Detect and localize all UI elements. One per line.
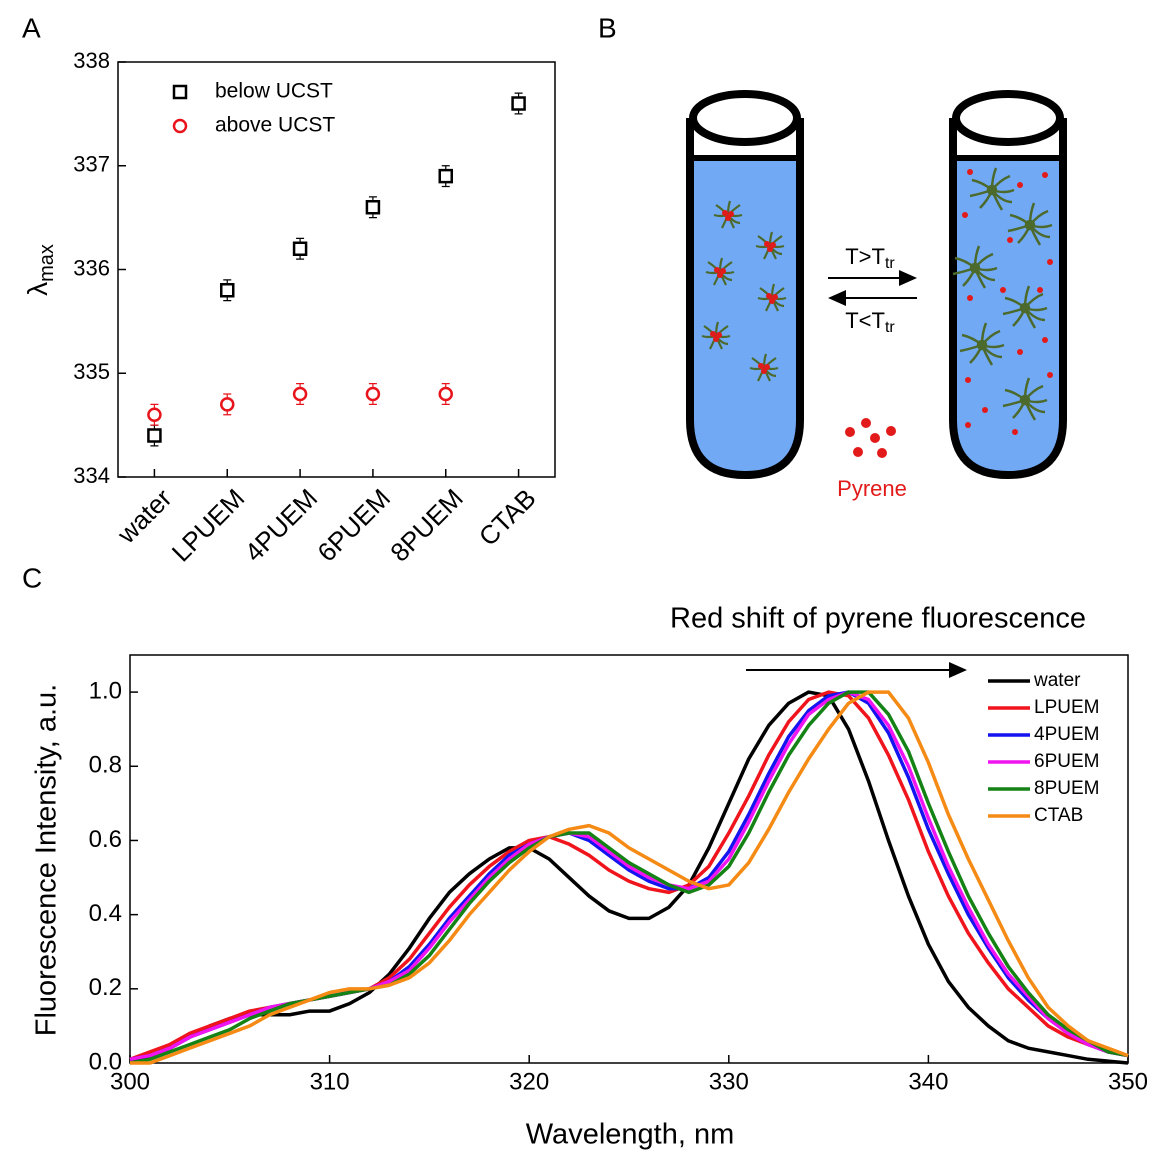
arrow-label: T>Ttr xyxy=(845,244,895,272)
legend-label: 6PUEM xyxy=(1034,751,1099,772)
legend-label: 4PUEM xyxy=(1034,724,1099,745)
liquid xyxy=(690,158,800,475)
marker xyxy=(438,168,453,184)
x-tick-label: 4PUEM xyxy=(239,483,324,568)
y-tick-label: 0.0 xyxy=(89,1048,122,1075)
marker xyxy=(220,283,235,298)
marker xyxy=(365,386,381,402)
x-tick-label: 340 xyxy=(908,1068,948,1095)
marker xyxy=(147,407,162,422)
legend-label: 8PUEM xyxy=(1034,778,1099,799)
chart-title: Red shift of pyrene fluorescence xyxy=(670,603,1086,635)
x-tick-label: 300 xyxy=(110,1068,150,1095)
legend-marker xyxy=(172,84,188,100)
y-tick-label: 334 xyxy=(73,463,110,488)
y-tick-label: 335 xyxy=(73,359,110,384)
x-tick-label: water xyxy=(111,483,178,550)
x-tick-label: 310 xyxy=(310,1068,350,1095)
marker xyxy=(292,241,308,256)
x-axis-label: Wavelength, nm xyxy=(526,1119,734,1151)
plot-frame xyxy=(129,654,1129,1064)
marker xyxy=(220,397,235,412)
line xyxy=(129,690,1129,1065)
legend-label: LPUEM xyxy=(1034,697,1099,718)
panel-label: C xyxy=(22,562,42,593)
pyrene-label: Pyrene xyxy=(837,476,907,501)
tube-rim xyxy=(689,90,801,146)
diagram: T>Ttr T<Ttr Pyrene xyxy=(686,90,1067,501)
y-tick-label: 337 xyxy=(73,152,110,177)
y-tick-label: 1.0 xyxy=(89,677,122,704)
tube xyxy=(949,118,1067,480)
x-tick-label: CTAB xyxy=(473,483,542,552)
panel-label: B xyxy=(598,12,617,43)
y-tick-label: 0.6 xyxy=(89,826,122,853)
x-tick-label: 350 xyxy=(1108,1068,1148,1095)
x-tick-label: 8PUEM xyxy=(384,483,469,568)
marker xyxy=(147,428,162,443)
line xyxy=(129,690,1129,1065)
y-axis-label: Fluorescence Intensity, a.u. xyxy=(31,684,63,1036)
marker xyxy=(292,386,308,402)
legend-label: above UCST xyxy=(215,114,335,137)
y-tick-label: 0.8 xyxy=(89,752,122,779)
x-tick-label: 330 xyxy=(709,1068,749,1095)
legend-label: water xyxy=(1033,670,1081,691)
panel-label: A xyxy=(22,12,41,43)
y-axis-label: λmax xyxy=(22,244,58,296)
y-tick-label: 0.4 xyxy=(89,900,122,927)
marker xyxy=(511,96,526,111)
x-tick-label: LPUEM xyxy=(166,483,251,568)
y-tick-label: 338 xyxy=(73,48,110,73)
y-tick-label: 336 xyxy=(73,255,110,280)
x-tick-label: 320 xyxy=(509,1068,549,1095)
marker xyxy=(438,386,453,402)
legend-label: below UCST xyxy=(215,80,333,103)
marker xyxy=(365,200,381,215)
line xyxy=(130,690,1129,1065)
y-tick-label: 0.2 xyxy=(89,974,122,1001)
tube xyxy=(686,118,804,480)
pyrene-dots xyxy=(845,418,896,458)
legend-label: CTAB xyxy=(1034,805,1083,826)
x-tick-label: 6PUEM xyxy=(311,483,396,568)
arrow-label: T<Ttr xyxy=(845,308,895,336)
tube-rim xyxy=(952,90,1064,146)
legend-marker xyxy=(172,118,188,134)
